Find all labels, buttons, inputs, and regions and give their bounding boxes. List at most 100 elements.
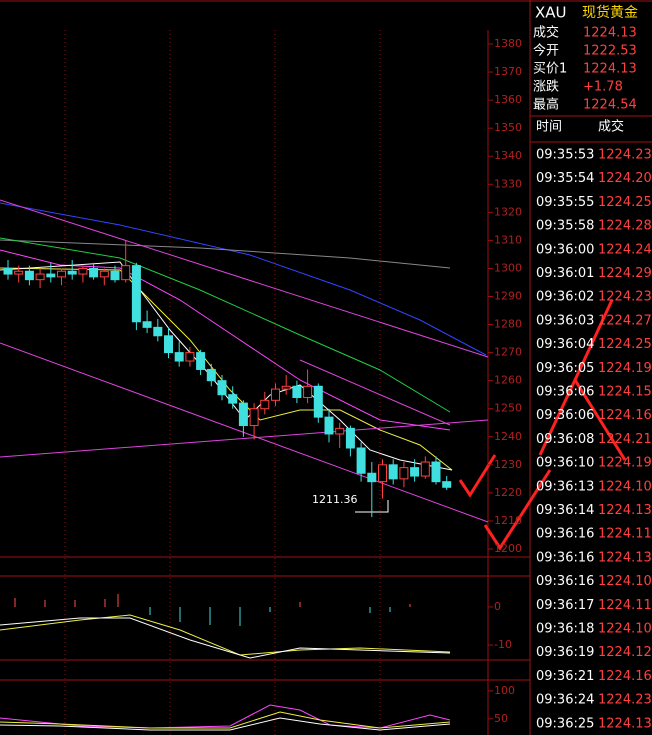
symbol: XAU xyxy=(535,4,567,22)
quote-label: 今开 xyxy=(533,43,559,59)
y-tick-label: 1300 xyxy=(494,261,522,274)
candle-body xyxy=(420,461,430,477)
candle-body xyxy=(14,270,24,275)
quote-value: +1.78 xyxy=(583,80,623,95)
trade-price: 1224.24 xyxy=(598,242,652,257)
trade-time: 09:36:21 xyxy=(536,669,594,684)
candle-body xyxy=(24,270,34,281)
trade-price: 1224.13 xyxy=(598,550,652,565)
candle-body xyxy=(46,273,56,278)
candle-body xyxy=(67,270,77,275)
trade-price: 1224.19 xyxy=(598,456,652,471)
y-tick-label: 1290 xyxy=(494,290,522,303)
trade-price: 1224.15 xyxy=(598,385,652,400)
candle-body xyxy=(324,416,334,435)
y-tick-label: 1320 xyxy=(494,205,522,218)
trade-time: 09:36:18 xyxy=(536,622,594,637)
trade-time: 09:36:06 xyxy=(536,408,594,423)
trade-price: 1224.29 xyxy=(598,266,652,281)
trade-time: 09:36:02 xyxy=(536,290,594,305)
candle-body xyxy=(174,352,184,362)
y-tick-label: 1280 xyxy=(494,318,522,331)
trade-price: 1224.27 xyxy=(598,313,652,328)
trade-time: 09:36:08 xyxy=(536,432,594,447)
vertical-grid xyxy=(64,30,381,735)
trade-price: 1224.16 xyxy=(598,408,652,423)
trade-time: 09:36:10 xyxy=(536,456,594,471)
candle-body xyxy=(35,273,45,281)
trades-header: 成交 xyxy=(598,119,624,135)
candle-body xyxy=(388,464,398,480)
y-tick-label: 1360 xyxy=(494,93,522,106)
candle-body xyxy=(228,394,238,404)
trade-price: 1224.10 xyxy=(598,622,652,637)
candle-body xyxy=(217,380,227,396)
quote-value: 1224.54 xyxy=(583,98,637,113)
quote-label: 成交 xyxy=(533,25,559,41)
trade-price: 1224.25 xyxy=(598,195,652,210)
trade-price: 1224.25 xyxy=(598,337,652,352)
trade-time: 09:36:16 xyxy=(536,550,594,565)
trade-time: 09:36:16 xyxy=(536,574,594,589)
trades-header: 时间 xyxy=(536,120,562,135)
y-tick-label: 100 xyxy=(494,684,515,697)
candle-body xyxy=(303,385,313,398)
y-tick-label: 0 xyxy=(494,600,501,613)
trade-price: 1224.10 xyxy=(598,574,652,589)
y-tick-label: 1200 xyxy=(494,542,522,555)
trade-time: 09:36:25 xyxy=(536,716,594,731)
candle-body xyxy=(335,427,345,435)
y-tick-label: 1270 xyxy=(494,346,522,359)
candle-body xyxy=(260,399,270,410)
trade-price: 1224.19 xyxy=(598,361,652,376)
y-tick-label: 1220 xyxy=(494,486,522,499)
trade-time: 09:36:17 xyxy=(536,598,594,613)
y-tick-label: 1310 xyxy=(494,233,522,246)
candle-body xyxy=(238,402,248,427)
trade-time: 09:35:54 xyxy=(536,171,594,186)
y-tick-label: -10 xyxy=(494,638,512,651)
macd-bars xyxy=(14,594,411,626)
candle-body xyxy=(153,326,163,337)
trade-time: 09:36:16 xyxy=(536,527,594,542)
y-tick-label: 1260 xyxy=(494,374,522,387)
trade-price: 1224.28 xyxy=(598,219,652,234)
candle-body xyxy=(249,408,259,427)
trade-time: 09:35:55 xyxy=(536,195,594,210)
candle-body xyxy=(367,472,377,483)
trade-price: 1224.21 xyxy=(598,432,652,447)
trade-time: 09:36:05 xyxy=(536,361,594,376)
y-tick-label: 1210 xyxy=(494,514,522,527)
trade-price: 1224.11 xyxy=(598,598,652,613)
quote-value: 1222.53 xyxy=(583,44,637,59)
trade-price: 1224.13 xyxy=(598,503,652,518)
candle-body xyxy=(281,385,291,390)
candle-body xyxy=(110,270,120,281)
quote-label: 买价1 xyxy=(533,62,567,77)
candle-body xyxy=(121,265,131,281)
candle-body xyxy=(99,270,109,278)
trade-time: 09:36:03 xyxy=(536,313,594,328)
candle-body xyxy=(410,467,420,477)
y-tick-label: 1250 xyxy=(494,402,522,415)
trade-price: 1224.23 xyxy=(598,693,652,708)
candle-body xyxy=(271,388,280,401)
instrument-name: 现货黄金 xyxy=(582,4,638,21)
candle-body xyxy=(206,368,216,382)
candle-body xyxy=(164,335,173,354)
candle-body xyxy=(78,267,88,275)
candle-body xyxy=(431,461,441,483)
y-tick-label: 1370 xyxy=(494,65,522,78)
trade-price: 1224.23 xyxy=(598,290,652,305)
candle-body xyxy=(345,427,355,449)
trade-time: 09:36:14 xyxy=(536,503,594,518)
low-annotation: 1211.36 xyxy=(312,493,358,506)
candle-body xyxy=(57,270,66,278)
trade-price: 1224.23 xyxy=(598,148,652,163)
y-tick-label: 50 xyxy=(494,712,508,725)
candle-body xyxy=(356,447,366,474)
